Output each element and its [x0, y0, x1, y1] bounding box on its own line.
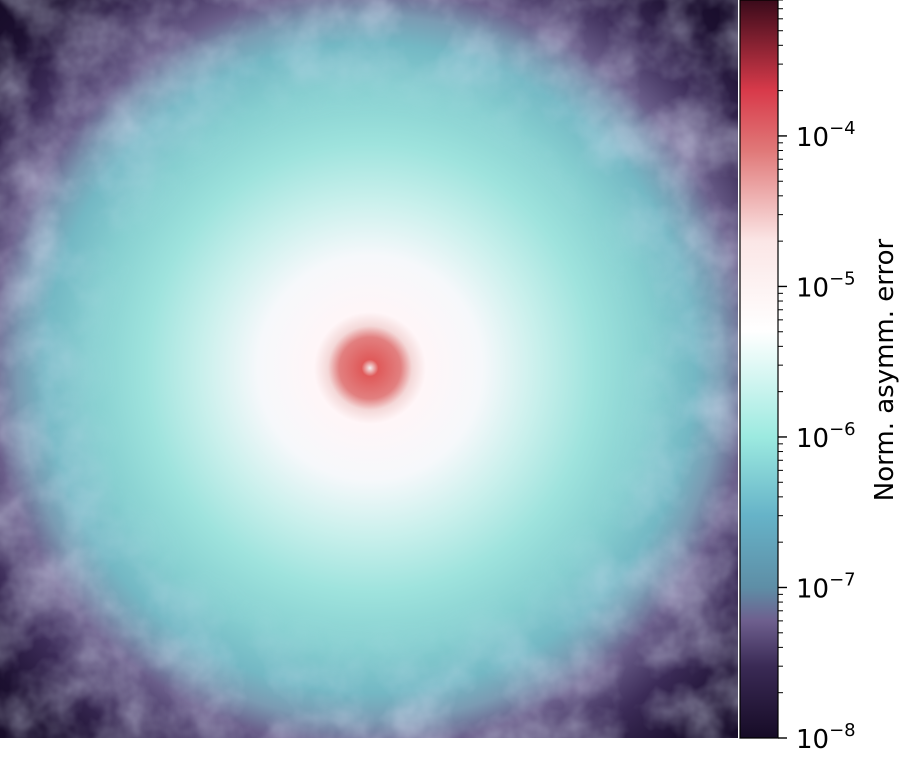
colorbar-label: Norm. asymm. error: [870, 238, 900, 501]
colorbar-tick-label: 10−4: [796, 118, 856, 153]
colorbar-tick-label: 10−6: [796, 419, 856, 454]
colorbar-ticks: 10−8 10−7 10−6 10−5 10−4: [778, 0, 856, 755]
heatmap-image: [0, 0, 738, 738]
colorbar-tick-label: 10−8: [796, 720, 856, 755]
colorbar: 10−8 10−7 10−6 10−5 10−4 Norm. asymm. error: [739, 0, 900, 755]
colorbar-bar: [739, 0, 779, 739]
heatmap-wisps: [0, 0, 738, 738]
colorbar-tick-label: 10−5: [796, 268, 856, 303]
colorbar-tick-label: 10−7: [796, 569, 856, 604]
